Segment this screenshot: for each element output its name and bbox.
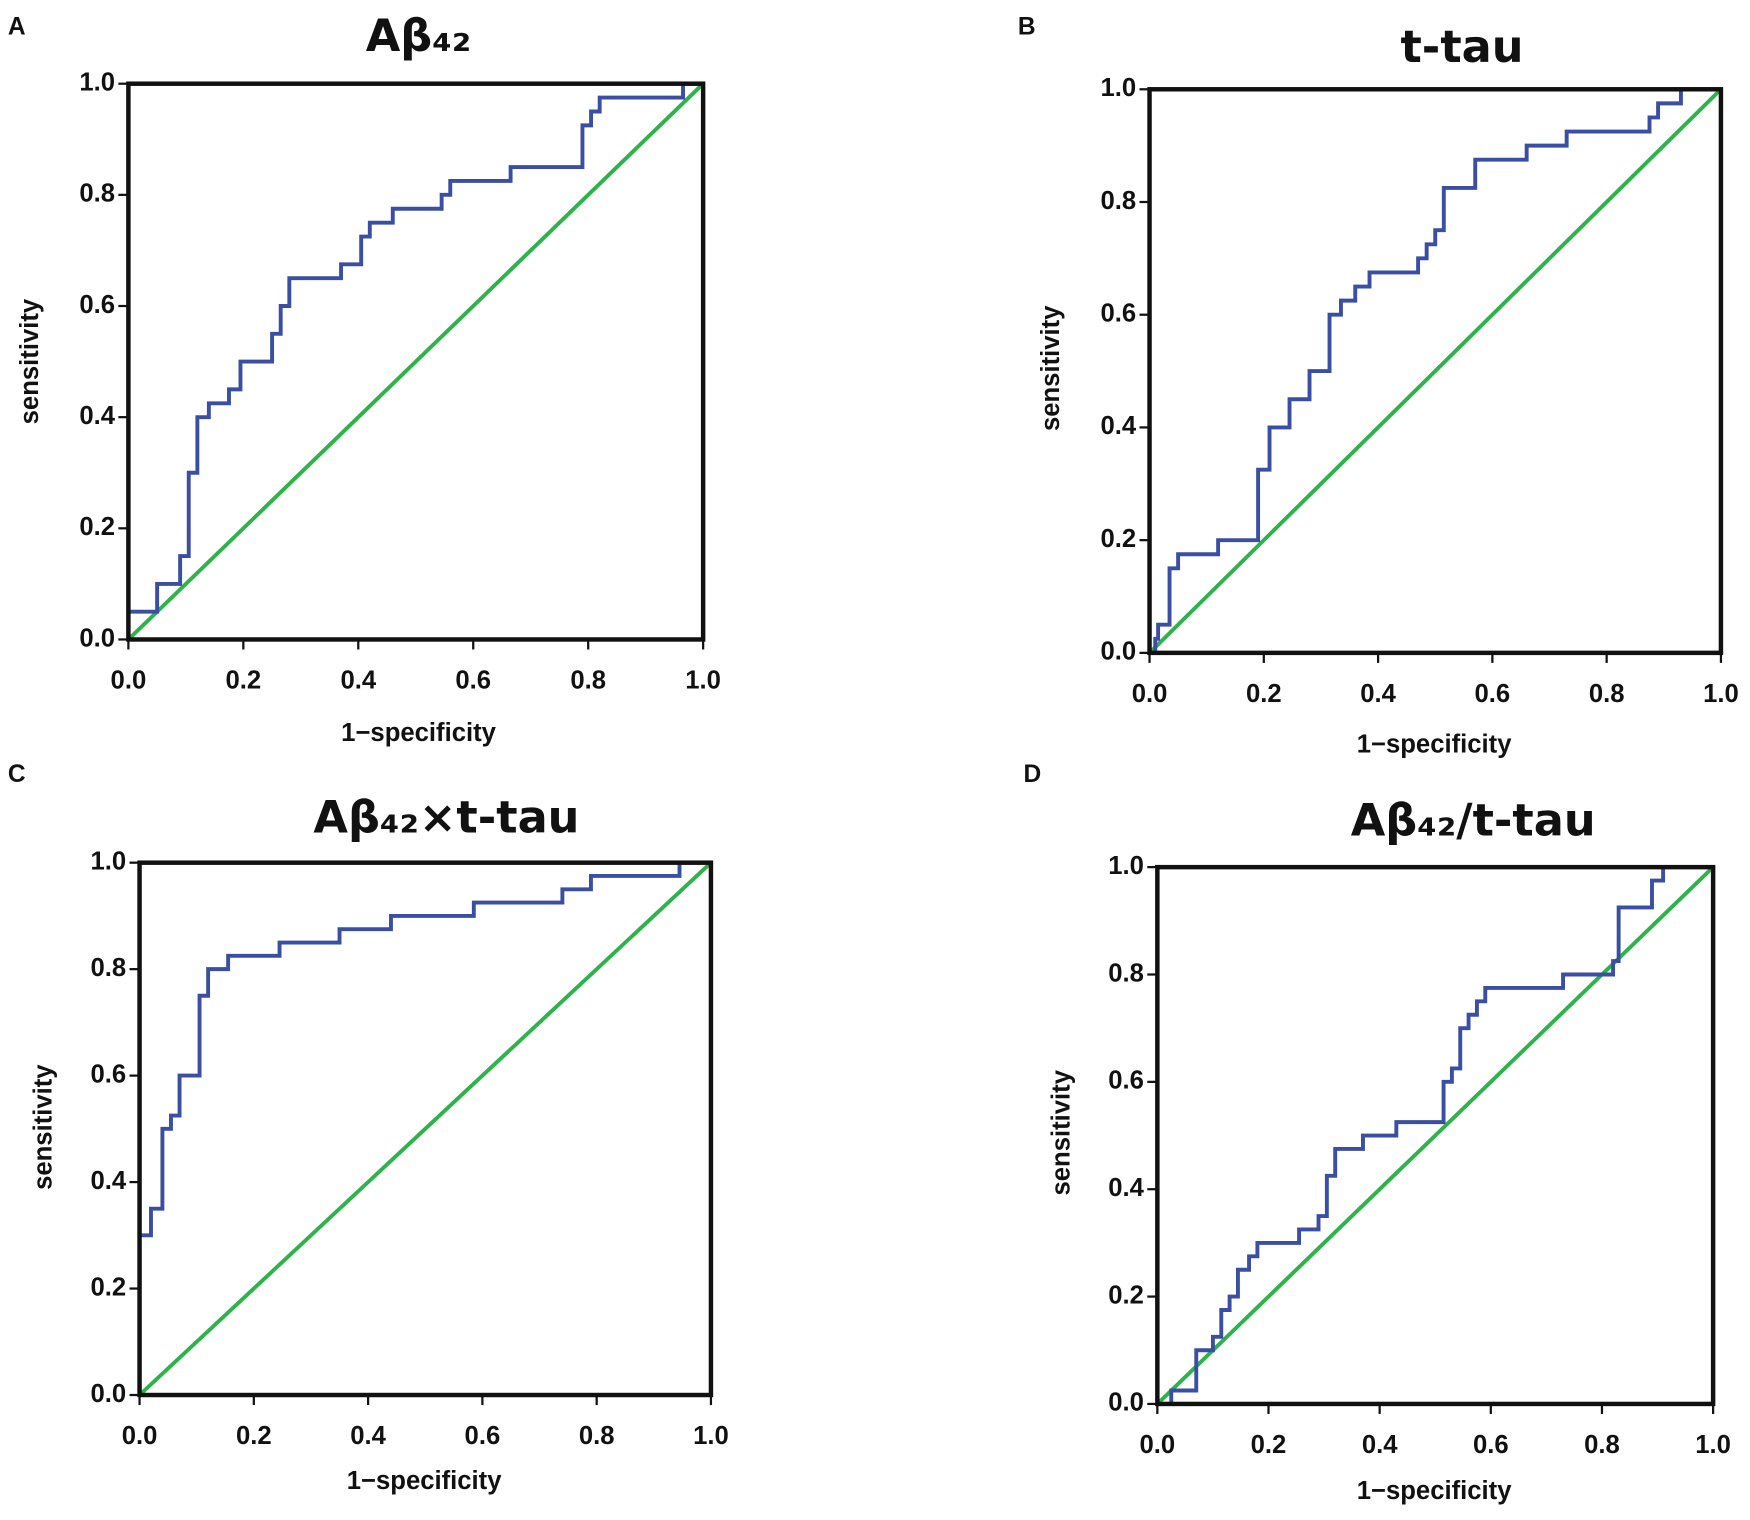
roc-line	[1155, 865, 1715, 1406]
y-tick-label: 0.8	[79, 180, 115, 208]
x-tick-label: 0.0	[1132, 680, 1168, 708]
y-tick-label: 0.4	[79, 402, 115, 430]
panel-label: C	[8, 761, 26, 788]
panel-label: D	[1023, 761, 1041, 788]
x-tick-label: 0.6	[1473, 1431, 1509, 1459]
x-axis-label: 1−specificity	[347, 1467, 502, 1495]
roc-line	[1157, 865, 1714, 1406]
roc-line	[126, 81, 704, 640]
y-tick-label: 1.0	[90, 847, 126, 875]
x-tick-label: 0.8	[1589, 680, 1625, 708]
y-axis-label: sensitivity	[16, 298, 44, 424]
x-tick-label: 0.8	[1584, 1431, 1620, 1459]
y-tick-label: 0.0	[79, 624, 115, 652]
y-tick-label: 0.6	[1108, 1067, 1144, 1095]
x-tick-label: 1.0	[1695, 1431, 1731, 1459]
x-tick-label: 0.6	[465, 1422, 501, 1450]
panel-label: B	[1018, 13, 1036, 40]
roc-line	[127, 82, 705, 641]
y-tick-label: 1.0	[1108, 852, 1144, 880]
y-tick-label: 0.6	[1100, 299, 1136, 327]
plot-frame	[1155, 864, 1716, 1407]
x-tick-label: 0.4	[350, 1422, 386, 1450]
y-tick-label: 0.6	[90, 1060, 126, 1088]
x-tick-label: 0.2	[236, 1422, 272, 1450]
x-tick-label: 0.4	[340, 667, 376, 695]
y-tick-label: 0.6	[79, 291, 115, 319]
x-tick-label: 0.4	[1360, 680, 1396, 708]
x-tick-label: 0.2	[226, 667, 262, 695]
x-tick-label: 1.0	[685, 667, 721, 695]
y-tick-label: 0.2	[79, 513, 115, 541]
x-tick-label: 1.0	[1703, 680, 1739, 708]
y-tick-label: 0.0	[1100, 638, 1136, 666]
y-tick-label: 0.8	[90, 954, 126, 982]
x-axis-label: 1−specificity	[341, 719, 496, 747]
x-tick-label: 0.2	[1251, 1431, 1287, 1459]
y-tick-label: 0.0	[90, 1380, 126, 1408]
y-tick-label: 0.8	[1100, 187, 1136, 215]
x-tick-label: 0.4	[1362, 1431, 1398, 1459]
y-tick-label: 0.4	[90, 1167, 126, 1195]
x-tick-label: 0.6	[455, 667, 491, 695]
x-tick-label: 0.0	[111, 667, 147, 695]
chart-title: t-tau	[1400, 21, 1523, 73]
roc-line	[137, 860, 711, 1396]
plot-frame	[126, 81, 706, 642]
y-tick-label: 0.0	[1108, 1389, 1144, 1417]
x-tick-label: 0.2	[1246, 680, 1282, 708]
y-axis-label: sensitivity	[29, 1064, 57, 1190]
plot-frame	[137, 860, 714, 1398]
chart-title: Aβ₄₂×t-tau	[313, 791, 579, 843]
y-tick-label: 0.2	[1100, 525, 1136, 553]
roc-line	[1149, 87, 1721, 655]
y-tick-label: 0.4	[1100, 412, 1136, 440]
x-tick-label: 0.0	[122, 1422, 158, 1450]
y-axis-label: sensitivity	[1037, 305, 1065, 431]
x-tick-label: 0.6	[1475, 680, 1511, 708]
roc-line	[138, 861, 713, 1397]
x-axis-label: 1−specificity	[1357, 730, 1512, 758]
roc-line	[1148, 87, 1723, 655]
y-tick-label: 0.8	[1108, 959, 1144, 987]
y-tick-label: 0.2	[90, 1273, 126, 1301]
y-tick-label: 1.0	[79, 68, 115, 96]
y-tick-label: 0.2	[1108, 1281, 1144, 1309]
chart-title: Aβ₄₂	[366, 10, 472, 62]
panel-label: A	[8, 13, 26, 40]
x-tick-label: 0.8	[579, 1422, 615, 1450]
y-axis-label: sensitivity	[1047, 1069, 1075, 1195]
x-tick-label: 0.8	[570, 667, 606, 695]
y-tick-label: 1.0	[1100, 74, 1136, 102]
x-tick-label: 1.0	[693, 1422, 729, 1450]
chart-title: Aβ₄₂/t-tau	[1351, 795, 1596, 847]
x-axis-label: 1−specificity	[1357, 1477, 1512, 1505]
y-tick-label: 0.4	[1108, 1174, 1144, 1202]
x-tick-label: 0.0	[1140, 1431, 1176, 1459]
plot-frame	[1147, 87, 1724, 656]
